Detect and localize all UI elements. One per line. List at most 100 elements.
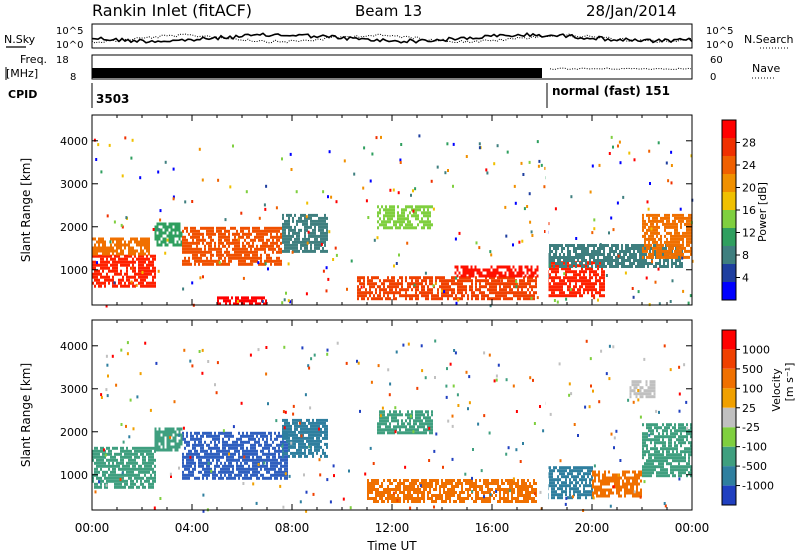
range-gate-cell — [551, 256, 553, 259]
range-gate-cell — [419, 488, 421, 491]
range-gate-cell — [106, 272, 108, 276]
range-gate-cell — [282, 240, 284, 244]
range-gate-cell — [274, 437, 276, 441]
range-gate-cell — [601, 253, 603, 256]
range-gate-cell — [399, 294, 401, 298]
range-gate-cell — [202, 476, 204, 480]
range-gate-cell — [154, 442, 157, 446]
range-gate-cell — [433, 488, 435, 491]
range-gate-cell — [204, 226, 206, 230]
range-gate-cell — [483, 297, 485, 301]
range-gate-cell — [423, 479, 425, 482]
range-gate-cell — [393, 211, 395, 215]
range-gate-cell — [206, 476, 208, 480]
range-gate-cell — [642, 249, 644, 253]
range-gate-cell — [298, 454, 300, 458]
range-gate-cell — [282, 427, 284, 431]
range-gate-cell — [194, 247, 196, 251]
range-gate-cell — [160, 243, 163, 247]
range-gate-cell — [495, 282, 497, 286]
range-gate-cell — [497, 291, 499, 295]
range-gate-cell — [214, 434, 216, 438]
range-gate-cell — [667, 259, 669, 262]
range-gate-cell — [557, 262, 559, 265]
range-gate-cell — [649, 262, 651, 265]
range-gate-cell — [407, 488, 409, 491]
range-gate-cell — [587, 244, 589, 247]
range-gate-cell — [164, 430, 167, 434]
range-gate-cell — [409, 220, 411, 224]
range-gate-cell — [599, 288, 601, 292]
range-gate-cell — [322, 269, 325, 273]
range-gate-cell — [561, 279, 563, 283]
range-gate-cell — [282, 454, 284, 458]
range-gate-cell — [670, 225, 672, 229]
range-gate-cell — [399, 226, 401, 230]
range-gate-cell — [158, 445, 161, 449]
range-gate-cell — [385, 291, 387, 295]
range-gate-cell — [652, 249, 654, 253]
range-gate-cell — [244, 250, 246, 254]
range-gate-cell — [656, 228, 658, 232]
range-gate-cell — [278, 473, 280, 477]
range-gate-cell — [256, 470, 258, 474]
range-gate-cell — [487, 294, 489, 298]
range-gate-cell — [120, 237, 122, 241]
range-gate-cell — [232, 241, 234, 245]
range-gate-cell — [674, 240, 676, 244]
range-gate-cell — [242, 259, 244, 263]
range-gate-cell — [642, 225, 644, 229]
range-gate-cell — [617, 254, 620, 258]
range-gate-cell — [254, 431, 256, 435]
range-gate-cell — [381, 282, 383, 286]
range-gate-cell — [266, 226, 268, 230]
range-gate-cell — [216, 458, 218, 462]
range-gate-cell — [425, 282, 427, 286]
range-gate-cell — [146, 237, 148, 241]
range-gate-cell — [371, 479, 373, 482]
range-gate-cell — [409, 491, 411, 494]
range-gate-cell — [226, 443, 228, 447]
range-gate-cell — [248, 467, 250, 471]
range-gate-cell — [465, 482, 467, 485]
range-gate-cell — [206, 431, 208, 435]
range-gate-cell — [409, 488, 411, 491]
range-gate-cell — [646, 200, 649, 204]
range-gate-cell — [435, 297, 437, 301]
range-gate-cell — [654, 240, 656, 244]
range-gate-cell — [242, 256, 244, 260]
range-gate-cell — [253, 296, 255, 300]
range-gate-cell — [94, 249, 96, 253]
range-gate-cell — [308, 436, 310, 440]
range-gate-cell — [226, 238, 228, 242]
range-gate-cell — [595, 244, 597, 247]
range-gate-cell — [513, 276, 515, 280]
range-gate-cell — [120, 240, 122, 244]
range-gate-cell — [533, 279, 535, 283]
range-gate-cell — [674, 219, 676, 223]
range-gate-cell — [385, 488, 387, 491]
range-gate-cell — [154, 448, 157, 452]
range-gate-cell — [515, 294, 517, 298]
range-gate-cell — [320, 231, 322, 235]
range-gate-cell — [296, 219, 298, 223]
range-gate-cell — [486, 274, 489, 278]
range-gate-cell — [238, 452, 240, 456]
range-gate-cell — [676, 252, 678, 256]
range-gate-cell — [381, 500, 383, 503]
range-gate-cell — [264, 232, 266, 236]
range-gate-cell — [250, 431, 252, 435]
range-gate-cell — [502, 274, 505, 278]
range-gate-cell — [472, 274, 475, 278]
range-gate-cell — [363, 291, 365, 295]
range-gate-cell — [445, 482, 447, 485]
range-gate-cell — [110, 278, 112, 282]
range-gate-cell — [405, 217, 407, 221]
range-gate-cell — [214, 244, 216, 248]
nave-label: Nave — [752, 62, 780, 75]
range-gate-cell — [310, 222, 312, 226]
range-gate-cell — [228, 232, 230, 236]
range-gate-cell — [140, 278, 142, 282]
range-gate-cell — [304, 216, 306, 220]
range-gate-cell — [106, 260, 108, 264]
